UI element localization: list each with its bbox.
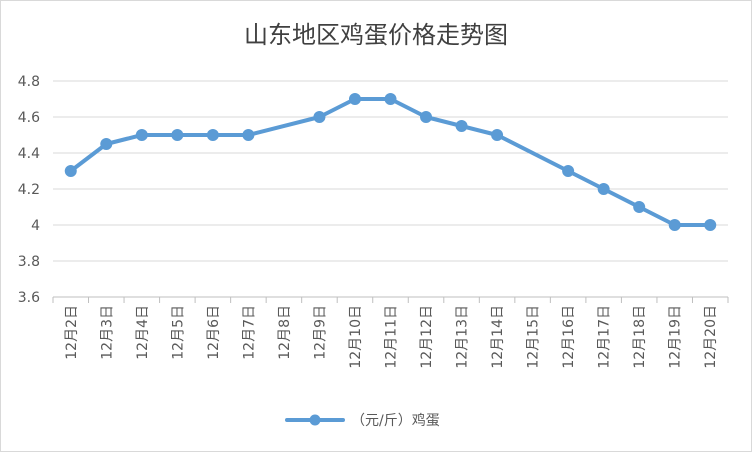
y-tick-label: 4.6 — [18, 110, 40, 126]
data-point — [668, 219, 681, 231]
data-point — [242, 129, 255, 141]
y-tick-label: 3.8 — [18, 254, 40, 270]
legend-point-marker — [309, 414, 321, 426]
data-point — [455, 120, 468, 132]
y-tick-label: 4.8 — [18, 74, 40, 90]
data-point — [420, 111, 433, 123]
y-axis-ticks: 3.6 3.8 4 4.2 4.4 4.6 4.8 — [18, 74, 40, 306]
data-point — [597, 183, 610, 195]
data-point — [348, 93, 361, 105]
series-line — [68, 97, 713, 227]
legend-label: （元/斤）鸡蛋 — [351, 412, 440, 429]
series-layer — [64, 93, 717, 231]
x-tick-label: 12月6日 — [206, 305, 222, 360]
x-tick-label: 12月4日 — [135, 305, 151, 360]
data-point — [704, 219, 717, 231]
x-tick-label: 12月5日 — [170, 305, 186, 360]
x-tick-label: 12月13日 — [455, 305, 471, 369]
x-tick-label: 12月20日 — [703, 305, 719, 369]
data-point — [562, 165, 575, 177]
x-tick-label: 12月7日 — [241, 305, 257, 360]
y-tick-label: 4 — [31, 218, 40, 234]
chart-title: 山东地区鸡蛋价格走势图 — [244, 21, 508, 49]
data-point — [491, 129, 504, 141]
x-tick-label: 12月16日 — [561, 305, 577, 369]
x-tick-label: 12月8日 — [277, 305, 293, 360]
x-tick-label: 12月18日 — [632, 305, 648, 369]
data-point — [313, 111, 326, 123]
x-tick-label: 12月15日 — [526, 305, 542, 369]
data-point — [171, 129, 184, 141]
x-tick-label: 12月10日 — [348, 305, 364, 369]
x-tick-label: 12月2日 — [64, 305, 80, 360]
x-tick-label: 12月3日 — [99, 305, 115, 360]
y-tick-label: 4.4 — [18, 146, 40, 162]
data-point — [633, 201, 646, 213]
x-tick-label: 12月14日 — [490, 305, 506, 369]
gridlines — [53, 80, 728, 262]
legend: （元/斤）鸡蛋 — [285, 412, 440, 429]
y-tick-label: 4.2 — [18, 182, 40, 198]
data-point — [135, 129, 148, 141]
x-tick-label: 12月9日 — [312, 305, 328, 360]
data-point — [384, 93, 397, 105]
data-point — [206, 129, 219, 141]
x-tick-label: 12月19日 — [668, 305, 684, 369]
x-tick-label: 12月12日 — [419, 305, 435, 369]
y-tick-label: 3.6 — [18, 290, 40, 306]
x-tick-label: 12月11日 — [384, 305, 400, 369]
data-point — [64, 165, 77, 177]
data-point — [100, 138, 113, 150]
x-axis: 12月2日 12月3日 12月4日 12月5日 12月6日 12月7日 12月8日 12月9日… — [52, 296, 729, 369]
x-tick-label: 12月17日 — [597, 305, 613, 369]
